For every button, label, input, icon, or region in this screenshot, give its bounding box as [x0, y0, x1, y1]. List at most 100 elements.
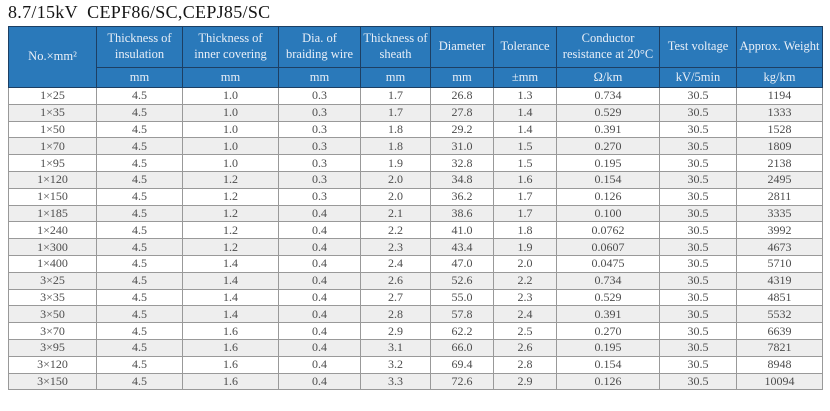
value-cell: 1.5 [493, 154, 557, 172]
value-cell: 66.0 [430, 338, 494, 357]
value-cell: 26.8 [430, 87, 494, 105]
table-header: No.×mm² Thickness of insulation Thicknes… [8, 26, 823, 88]
value-cell: 72.6 [430, 372, 494, 391]
value-cell: 0.0607 [556, 238, 660, 256]
size-cell: 3×50 [8, 305, 97, 324]
size-cell: 1×120 [8, 170, 97, 189]
value-cell: 0.3 [278, 187, 361, 206]
column-header-inner-covering: Thickness of inner covering [182, 26, 279, 68]
value-cell: 30.5 [659, 103, 737, 122]
value-cell: 4.5 [96, 204, 183, 223]
value-cell: 1.6 [182, 355, 279, 374]
column-header-test-voltage: Test voltage [659, 26, 737, 68]
value-cell: 5532 [736, 305, 823, 324]
value-cell: 30.5 [659, 87, 737, 105]
value-cell: 0.3 [278, 103, 361, 122]
value-cell: 30.5 [659, 221, 737, 240]
value-cell: 5710 [736, 254, 823, 273]
value-cell: 3.2 [360, 355, 431, 374]
unit-sheath: mm [360, 67, 431, 88]
value-cell: 0.3 [278, 120, 361, 139]
value-cell: 2.7 [360, 288, 431, 307]
value-cell: 1.3 [493, 87, 557, 105]
value-cell: 0.195 [556, 154, 660, 172]
value-cell: 2.4 [360, 254, 431, 273]
value-cell: 2.0 [360, 170, 431, 189]
value-cell: 0.529 [556, 288, 660, 307]
value-cell: 4319 [736, 271, 823, 290]
value-cell: 29.2 [430, 120, 494, 139]
value-cell: 0.4 [278, 254, 361, 273]
value-cell: 0.734 [556, 271, 660, 290]
value-cell: 30.5 [659, 322, 737, 340]
table-row: 3×150 4.5 1.6 0.4 3.3 72.6 2.9 0.126 30.5 10094 [8, 372, 823, 391]
size-cell: 1×95 [8, 154, 97, 172]
table-row: 1×25 4.5 1.0 0.3 1.7 26.8 1.3 0.734 30.5 1194 [8, 87, 823, 105]
header-row-units: mm mm mm mm mm ±mm Ω/km kV/5min kg/km [9, 67, 823, 88]
value-cell: 4.5 [96, 170, 183, 189]
table-row: 1×120 4.5 1.2 0.3 2.0 34.8 1.6 0.154 30.5 2495 [8, 170, 823, 189]
value-cell: 0.4 [278, 322, 361, 340]
value-cell: 4.5 [96, 187, 183, 206]
value-cell: 4.5 [96, 103, 183, 122]
value-cell: 0.4 [278, 221, 361, 240]
table-row: 1×400 4.5 1.4 0.4 2.4 47.0 2.0 0.0475 30.5 5710 [8, 254, 823, 273]
value-cell: 1.4 [493, 120, 557, 139]
value-cell: 2.6 [493, 338, 557, 357]
value-cell: 2.0 [493, 254, 557, 273]
value-cell: 4.5 [96, 305, 183, 324]
value-cell: 2.6 [360, 271, 431, 290]
value-cell: 3.3 [360, 372, 431, 391]
value-cell: 10094 [736, 372, 823, 391]
column-header-size: No.×mm² [8, 26, 97, 88]
value-cell: 57.8 [430, 305, 494, 324]
value-cell: 0.4 [278, 338, 361, 357]
value-cell: 38.6 [430, 204, 494, 223]
value-cell: 30.5 [659, 187, 737, 206]
table-row: 1×185 4.5 1.2 0.4 2.1 38.6 1.7 0.100 30.5 3335 [8, 204, 823, 223]
value-cell: 1.2 [182, 204, 279, 223]
size-cell: 1×50 [8, 120, 97, 139]
value-cell: 1.8 [493, 221, 557, 240]
value-cell: 1.6 [493, 170, 557, 189]
value-cell: 0.3 [278, 87, 361, 105]
value-cell: 4.5 [96, 322, 183, 340]
cable-spec-table: No.×mm² Thickness of insulation Thicknes… [8, 26, 823, 391]
value-cell: 0.126 [556, 372, 660, 391]
value-cell: 4851 [736, 288, 823, 307]
value-cell: 4.5 [96, 338, 183, 357]
table-row: 1×70 4.5 1.0 0.3 1.8 31.0 1.5 0.270 30.5 1809 [8, 137, 823, 156]
value-cell: 2.3 [493, 288, 557, 307]
value-cell: 43.4 [430, 238, 494, 256]
size-cell: 1×35 [8, 103, 97, 122]
value-cell: 1333 [736, 103, 823, 122]
table-row: 3×35 4.5 1.4 0.4 2.7 55.0 2.3 0.529 30.5 4851 [8, 288, 823, 307]
value-cell: 0.734 [556, 87, 660, 105]
table-row: 3×70 4.5 1.6 0.4 2.9 62.2 2.5 0.270 30.5 6639 [8, 322, 823, 340]
value-cell: 2.5 [493, 322, 557, 340]
table-row: 3×25 4.5 1.4 0.4 2.6 52.6 2.2 0.734 30.5 4319 [8, 271, 823, 290]
value-cell: 1809 [736, 137, 823, 156]
value-cell: 0.4 [278, 372, 361, 391]
value-cell: 0.126 [556, 187, 660, 206]
value-cell: 1.0 [182, 137, 279, 156]
value-cell: 30.5 [659, 355, 737, 374]
size-cell: 3×25 [8, 271, 97, 290]
value-cell: 2.8 [493, 355, 557, 374]
size-cell: 3×95 [8, 338, 97, 357]
value-cell: 0.270 [556, 322, 660, 340]
value-cell: 0.4 [278, 305, 361, 324]
value-cell: 2.3 [360, 238, 431, 256]
value-cell: 1.4 [182, 271, 279, 290]
value-cell: 4.5 [96, 87, 183, 105]
table-row: 3×120 4.5 1.6 0.4 3.2 69.4 2.8 0.154 30.5 8948 [8, 355, 823, 374]
table-row: 1×300 4.5 1.2 0.4 2.3 43.4 1.9 0.0607 30.5 4673 [8, 238, 823, 256]
column-header-weight: Approx. Weight [736, 26, 823, 68]
value-cell: 1.2 [182, 221, 279, 240]
value-cell: 0.529 [556, 103, 660, 122]
unit-resistance: Ω/km [556, 67, 660, 88]
value-cell: 7821 [736, 338, 823, 357]
value-cell: 1.9 [360, 154, 431, 172]
value-cell: 30.5 [659, 154, 737, 172]
